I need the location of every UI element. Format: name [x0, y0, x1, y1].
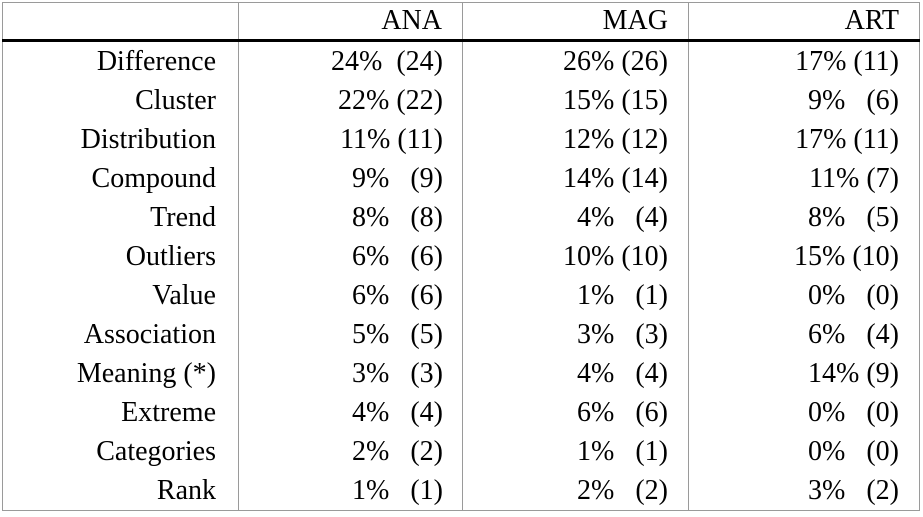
cell-art: 11% (7)	[688, 159, 920, 198]
table-row: Distribution 11% (11) 12% (12) 17% (11)	[2, 120, 920, 159]
cell-ana: 4% (4)	[238, 393, 463, 432]
table-row: Difference 24% (24) 26% (26) 17% (11)	[2, 40, 920, 81]
cell-mag: 12% (12)	[462, 120, 689, 159]
cell-ana: 8% (8)	[238, 198, 463, 237]
cell-art: 0% (0)	[688, 276, 920, 315]
header-mag: MAG	[462, 2, 689, 42]
row-label: Outliers	[2, 237, 239, 276]
table-row: Rank 1% (1) 2% (2) 3% (2)	[2, 471, 920, 511]
cell-mag: 4% (4)	[462, 354, 689, 393]
cell-art: 17% (11)	[688, 120, 920, 159]
table-row: Trend 8% (8) 4% (4) 8% (5)	[2, 198, 920, 237]
table-row: Extreme 4% (4) 6% (6) 0% (0)	[2, 393, 920, 432]
table-body: Difference 24% (24) 26% (26) 17% (11) Cluste…	[2, 40, 920, 511]
cell-art: 3% (2)	[688, 471, 920, 511]
cell-ana: 24% (24)	[238, 40, 463, 81]
table-row: Categories 2% (2) 1% (1) 0% (0)	[2, 432, 920, 471]
cell-mag: 14% (14)	[462, 159, 689, 198]
row-label: Association	[2, 315, 239, 354]
cell-ana: 2% (2)	[238, 432, 463, 471]
row-label: Cluster	[2, 81, 239, 120]
row-label: Meaning (*)	[2, 354, 239, 393]
cell-art: 9% (6)	[688, 81, 920, 120]
cell-art: 0% (0)	[688, 393, 920, 432]
cell-art: 6% (4)	[688, 315, 920, 354]
cell-art: 14% (9)	[688, 354, 920, 393]
cell-mag: 1% (1)	[462, 276, 689, 315]
table-row: Compound 9% (9) 14% (14) 11% (7)	[2, 159, 920, 198]
row-label: Value	[2, 276, 239, 315]
table-row: Value 6% (6) 1% (1) 0% (0)	[2, 276, 920, 315]
cell-ana: 11% (11)	[238, 120, 463, 159]
cell-art: 8% (5)	[688, 198, 920, 237]
cell-ana: 6% (6)	[238, 276, 463, 315]
table-row: Cluster 22% (22) 15% (15) 9% (6)	[2, 81, 920, 120]
cell-art: 15% (10)	[688, 237, 920, 276]
row-label: Distribution	[2, 120, 239, 159]
row-label: Compound	[2, 159, 239, 198]
row-label: Extreme	[2, 393, 239, 432]
table-header-row: ANA MAG ART	[2, 2, 920, 42]
header-art: ART	[688, 2, 920, 42]
cell-mag: 4% (4)	[462, 198, 689, 237]
row-label: Rank	[2, 471, 239, 511]
row-label: Difference	[2, 40, 239, 81]
table-row: Meaning (*) 3% (3) 4% (4) 14% (9)	[2, 354, 920, 393]
cell-mag: 6% (6)	[462, 393, 689, 432]
header-empty-cell	[2, 2, 239, 42]
cell-mag: 3% (3)	[462, 315, 689, 354]
cell-mag: 10% (10)	[462, 237, 689, 276]
cell-art: 17% (11)	[688, 40, 920, 81]
cell-mag: 26% (26)	[462, 40, 689, 81]
results-table: ANA MAG ART Difference 24% (24) 26% (26) 17…	[2, 2, 920, 511]
table-row: Outliers 6% (6) 10% (10) 15% (10)	[2, 237, 920, 276]
cell-ana: 5% (5)	[238, 315, 463, 354]
header-ana: ANA	[238, 2, 463, 42]
cell-art: 0% (0)	[688, 432, 920, 471]
row-label: Trend	[2, 198, 239, 237]
cell-mag: 2% (2)	[462, 471, 689, 511]
cell-ana: 9% (9)	[238, 159, 463, 198]
table-row: Association 5% (5) 3% (3) 6% (4)	[2, 315, 920, 354]
cell-mag: 15% (15)	[462, 81, 689, 120]
cell-ana: 1% (1)	[238, 471, 463, 511]
cell-ana: 3% (3)	[238, 354, 463, 393]
cell-ana: 22% (22)	[238, 81, 463, 120]
cell-mag: 1% (1)	[462, 432, 689, 471]
cell-ana: 6% (6)	[238, 237, 463, 276]
row-label: Categories	[2, 432, 239, 471]
